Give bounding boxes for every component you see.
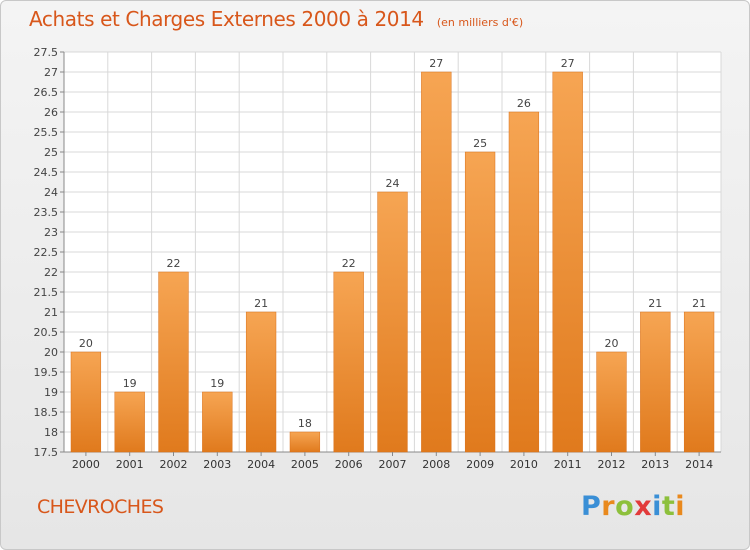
y-tick-label: 25.5: [34, 126, 59, 139]
x-tick-label: 2010: [510, 458, 538, 471]
bar: [333, 271, 364, 453]
x-tick-label: 2005: [291, 458, 319, 471]
y-tick-label: 24: [44, 186, 58, 199]
y-tick-label: 20: [44, 346, 58, 359]
bar-value-label: 20: [605, 337, 619, 350]
x-tick-label: 2008: [422, 458, 450, 471]
chart-subtitle: (en milliers d'€): [436, 16, 524, 29]
x-tick-label: 2006: [335, 458, 363, 471]
y-tick-label: 27.5: [34, 46, 59, 59]
proxiti-logo[interactable]: Proxiti: [581, 491, 686, 522]
y-tick-label: 23: [44, 226, 58, 239]
bar: [114, 391, 145, 453]
bar-value-label: 26: [517, 97, 531, 110]
bar-value-label: 19: [123, 377, 137, 390]
bar: [421, 71, 452, 453]
y-tick-label: 17.5: [34, 446, 59, 459]
y-tick-label: 22: [44, 266, 58, 279]
bar-value-label: 22: [342, 257, 356, 270]
x-tick-label: 2011: [554, 458, 582, 471]
x-tick-label: 2012: [598, 458, 626, 471]
x-tick-label: 2013: [641, 458, 669, 471]
bar-value-label: 27: [561, 57, 575, 70]
y-tick-label: 26: [44, 106, 58, 119]
bar-value-label: 21: [648, 297, 662, 310]
commune-name: CHEVROCHES: [37, 496, 164, 518]
bar: [464, 151, 496, 453]
bar: [508, 111, 540, 453]
title-row: Achats et Charges Externes 2000 à 2014 (…: [29, 7, 523, 31]
bar-value-label: 19: [210, 377, 224, 390]
y-tick-label: 22.5: [34, 246, 59, 259]
bar-value-label: 21: [254, 297, 268, 310]
x-tick-label: 2002: [160, 458, 188, 471]
bar: [640, 311, 671, 453]
bar-value-label: 21: [692, 297, 706, 310]
y-tick-label: 23.5: [34, 206, 59, 219]
y-tick-label: 18.5: [34, 406, 59, 419]
chart-title: Achats et Charges Externes 2000 à 2014: [29, 7, 424, 31]
bar: [377, 191, 408, 453]
x-tick-label: 2003: [203, 458, 231, 471]
bar-value-label: 20: [79, 337, 93, 350]
y-tick-label: 19.5: [34, 366, 59, 379]
y-tick-label: 18: [44, 426, 58, 439]
bar: [289, 431, 321, 453]
bar-value-label: 25: [473, 137, 487, 150]
y-tick-label: 19: [44, 386, 58, 399]
y-tick-label: 25: [44, 146, 58, 159]
y-tick-label: 24.5: [34, 166, 59, 179]
y-tick-label: 27: [44, 66, 58, 79]
bar: [202, 391, 233, 453]
x-tick-label: 2014: [685, 458, 713, 471]
y-tick-label: 21: [44, 306, 58, 319]
x-tick-label: 2001: [116, 458, 144, 471]
bar-value-label: 18: [298, 417, 312, 430]
bar: [70, 351, 102, 453]
y-tick-label: 26.5: [34, 86, 59, 99]
x-tick-label: 2009: [466, 458, 494, 471]
y-tick-label: 21.5: [34, 286, 59, 299]
bar: [158, 271, 189, 453]
x-tick-label: 2004: [247, 458, 275, 471]
bar: [245, 311, 277, 453]
x-tick-label: 2000: [72, 458, 100, 471]
bar-value-label: 27: [429, 57, 443, 70]
bar: [683, 311, 715, 453]
bar: [552, 71, 583, 453]
bar: [596, 351, 627, 453]
x-tick-label: 2007: [379, 458, 407, 471]
bar-value-label: 22: [167, 257, 181, 270]
bar-value-label: 24: [386, 177, 400, 190]
y-tick-label: 20.5: [34, 326, 59, 339]
